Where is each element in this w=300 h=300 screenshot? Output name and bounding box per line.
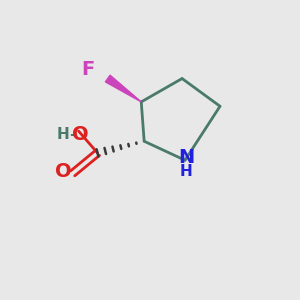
Text: O: O <box>55 162 71 182</box>
Text: O: O <box>72 125 88 144</box>
Text: N: N <box>178 148 195 167</box>
Polygon shape <box>105 75 141 102</box>
Text: H: H <box>180 164 193 179</box>
Text: H: H <box>56 127 69 142</box>
Text: F: F <box>81 60 94 79</box>
Text: -: - <box>69 127 75 142</box>
